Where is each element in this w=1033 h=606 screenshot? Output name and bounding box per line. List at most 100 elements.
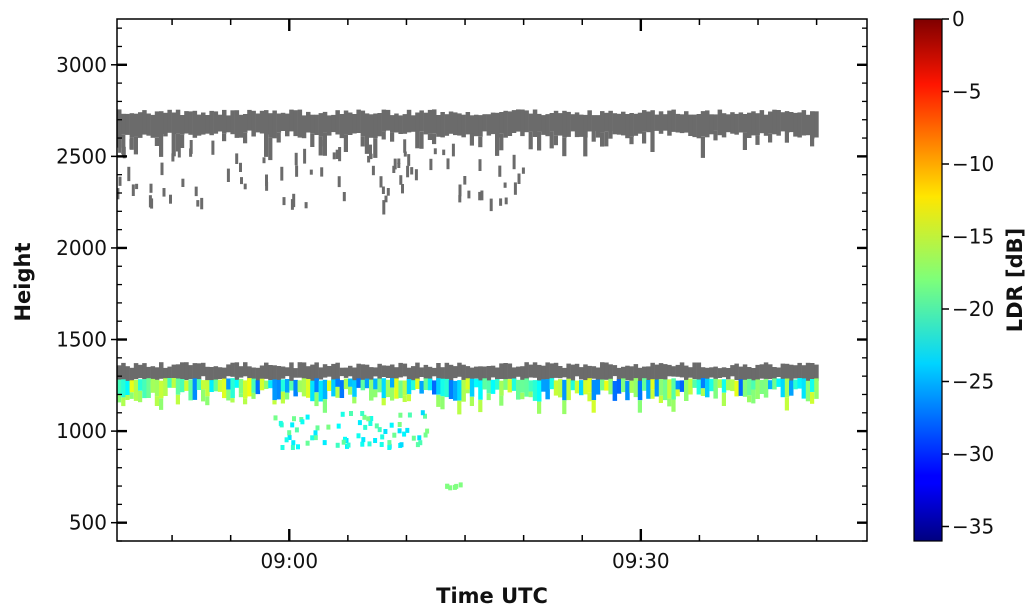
pixel-col bbox=[192, 363, 198, 380]
pixel-col bbox=[423, 112, 429, 135]
pixel bbox=[384, 195, 388, 203]
pixel-col bbox=[734, 113, 739, 135]
pixel-col bbox=[696, 379, 702, 395]
colorbar-tick-label: −20 bbox=[952, 297, 994, 321]
pixel-col bbox=[789, 364, 794, 382]
pixel-col bbox=[251, 110, 256, 137]
pixel-col bbox=[705, 367, 710, 384]
pixel-col bbox=[205, 366, 210, 381]
pixel-col bbox=[608, 110, 613, 131]
pixel bbox=[300, 419, 305, 425]
pixel-col bbox=[331, 379, 336, 397]
pixel-col bbox=[612, 365, 618, 377]
pixel-col bbox=[637, 112, 643, 134]
pixel bbox=[480, 190, 484, 201]
pixel-col bbox=[654, 364, 660, 384]
pixel-col bbox=[801, 365, 807, 383]
pixel-col bbox=[730, 112, 735, 134]
pixel-col bbox=[713, 130, 718, 141]
pixel-col bbox=[411, 366, 416, 383]
pixel-col bbox=[537, 113, 542, 132]
pixel-col bbox=[516, 379, 521, 400]
pixel-col bbox=[600, 111, 605, 133]
pixel-col bbox=[755, 364, 760, 380]
pixel-col bbox=[784, 363, 790, 381]
pixel-col bbox=[646, 380, 651, 399]
pixel bbox=[239, 162, 242, 172]
pixel-col bbox=[402, 395, 407, 402]
pixel bbox=[305, 414, 310, 420]
pixel-col bbox=[276, 113, 282, 133]
colorbar-title: LDR [dB] bbox=[1003, 228, 1027, 333]
pixel bbox=[313, 435, 318, 441]
pixel-col bbox=[759, 380, 765, 394]
pixel-col bbox=[415, 362, 420, 381]
pixel-col bbox=[301, 378, 307, 397]
pixel-col bbox=[658, 363, 664, 382]
pixel-col bbox=[784, 397, 789, 411]
pixel-col bbox=[381, 109, 387, 132]
pixel-col bbox=[142, 110, 147, 135]
pixel-col bbox=[478, 136, 483, 148]
pixel bbox=[357, 420, 362, 426]
pixel-col bbox=[331, 363, 336, 382]
pixel-col bbox=[163, 378, 168, 396]
pixel-col bbox=[562, 379, 567, 401]
pixel bbox=[240, 177, 243, 185]
pixel-col bbox=[520, 366, 525, 383]
pixel-col bbox=[591, 115, 597, 131]
pixel-col bbox=[805, 362, 811, 383]
pixel-col bbox=[721, 113, 727, 138]
pixel-col bbox=[537, 401, 542, 414]
pixel-col bbox=[558, 379, 563, 398]
pixel-col bbox=[377, 363, 382, 380]
pixel-col bbox=[553, 110, 559, 136]
pixel-col bbox=[549, 378, 555, 390]
pixel-col bbox=[663, 114, 668, 131]
pixel bbox=[362, 414, 367, 420]
pixel-col bbox=[419, 110, 424, 132]
pixel bbox=[415, 442, 420, 448]
pixel bbox=[367, 155, 371, 163]
pixel-col bbox=[264, 380, 269, 389]
pixel-col bbox=[650, 362, 655, 381]
pixel-col bbox=[600, 132, 605, 147]
pixel-col bbox=[524, 378, 529, 397]
pixel-col bbox=[247, 378, 252, 397]
pixel-col bbox=[612, 113, 618, 135]
pixel-col bbox=[322, 399, 327, 413]
pixel-col bbox=[587, 378, 592, 393]
pixel-col bbox=[801, 378, 807, 399]
pixel-col bbox=[222, 133, 227, 142]
pixel-col bbox=[482, 114, 487, 132]
pixel-col bbox=[201, 112, 206, 135]
pixel-col bbox=[251, 367, 256, 383]
pixel bbox=[503, 182, 507, 188]
pixel bbox=[512, 154, 516, 170]
pixel-col bbox=[520, 109, 525, 137]
colorbar-tick-label: −35 bbox=[952, 515, 994, 539]
pixel bbox=[131, 184, 135, 196]
pixel-col bbox=[503, 110, 508, 138]
pixel-col bbox=[478, 366, 483, 382]
pixel-col bbox=[390, 115, 395, 133]
pixel-col bbox=[688, 378, 693, 395]
pixel-col bbox=[419, 131, 424, 149]
pixel-col bbox=[793, 379, 798, 390]
pixel-col bbox=[222, 378, 227, 399]
y-tick-label: 500 bbox=[69, 511, 107, 535]
pixel-col bbox=[591, 366, 597, 379]
pixel bbox=[342, 192, 346, 202]
pixel-col bbox=[238, 114, 244, 138]
pixel-col bbox=[394, 113, 399, 133]
pixel-col bbox=[474, 366, 479, 379]
pixel-col bbox=[264, 110, 269, 135]
pixel bbox=[489, 198, 493, 212]
pixel bbox=[380, 434, 385, 440]
pixel-col bbox=[541, 365, 546, 381]
pixel-col bbox=[625, 380, 630, 401]
pixel-col bbox=[209, 110, 214, 136]
pixel-col bbox=[243, 114, 248, 133]
pixel-col bbox=[356, 378, 361, 388]
pixel-col bbox=[352, 380, 357, 397]
